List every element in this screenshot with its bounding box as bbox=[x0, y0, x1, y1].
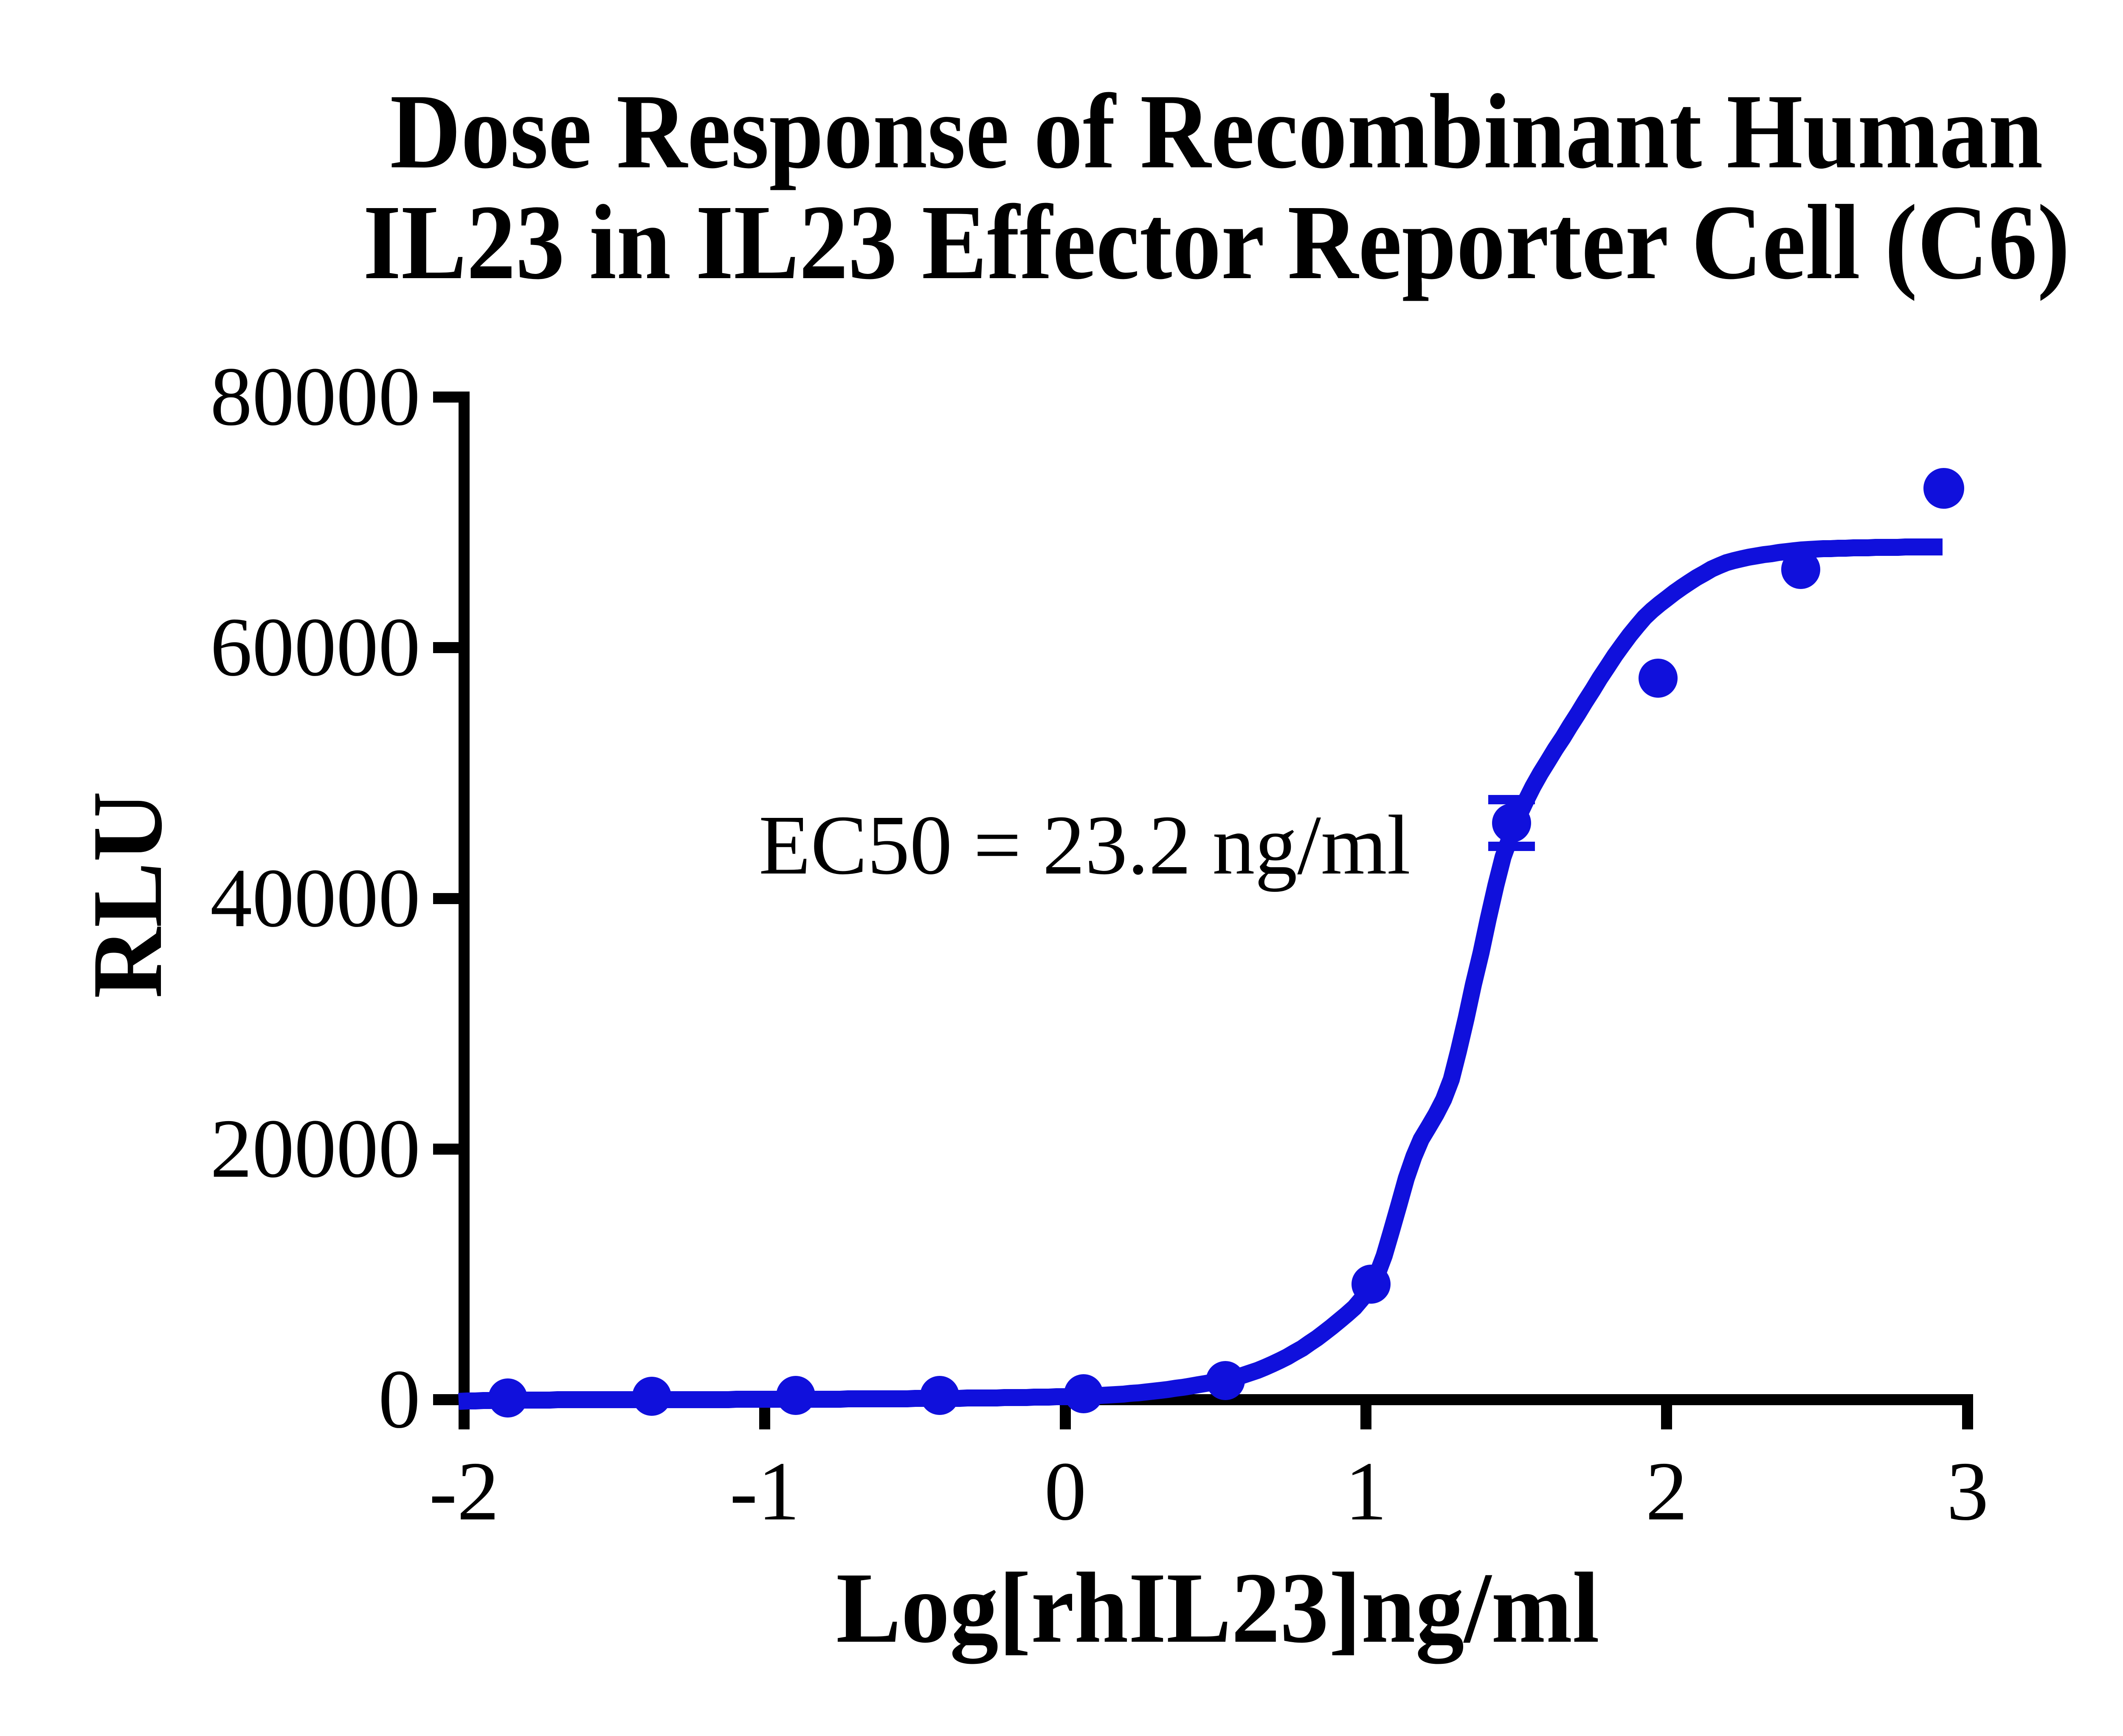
svg-text:0: 0 bbox=[1045, 1445, 1087, 1538]
svg-text:60000: 60000 bbox=[210, 600, 420, 693]
svg-text:Dose Response of Recombinant H: Dose Response of Recombinant Human bbox=[390, 72, 2043, 191]
svg-text:20000: 20000 bbox=[210, 1102, 420, 1195]
svg-text:IL23 in IL23 Effector Reporter: IL23 in IL23 Effector Reporter Cell (C6) bbox=[363, 183, 2070, 302]
svg-text:EC50 = 23.2 ng/ml: EC50 = 23.2 ng/ml bbox=[759, 798, 1411, 892]
svg-text:0: 0 bbox=[378, 1353, 420, 1446]
svg-text:3: 3 bbox=[1947, 1445, 1989, 1538]
svg-text:-1: -1 bbox=[730, 1445, 800, 1538]
svg-text:40000: 40000 bbox=[210, 851, 420, 944]
svg-text:2: 2 bbox=[1646, 1445, 1688, 1538]
svg-text:RLU: RLU bbox=[72, 791, 183, 998]
svg-text:-2: -2 bbox=[429, 1445, 499, 1538]
svg-text:Log[rhIL23]ng/ml: Log[rhIL23]ng/ml bbox=[836, 1552, 1599, 1664]
svg-text:1: 1 bbox=[1345, 1445, 1387, 1538]
svg-text:80000: 80000 bbox=[210, 350, 420, 443]
